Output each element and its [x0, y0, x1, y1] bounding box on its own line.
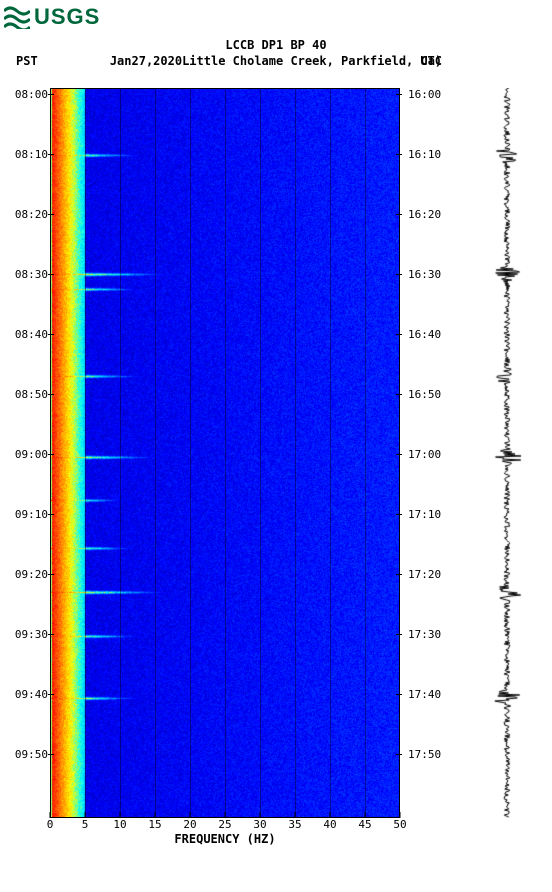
y-left-tick-label: 08:10 [0, 148, 52, 161]
x-tick-label: 50 [393, 818, 406, 831]
usgs-logo-text: USGS [34, 4, 100, 30]
gridline [225, 88, 226, 818]
usgs-wave-icon [4, 5, 30, 29]
y-left-tick-label: 09:40 [0, 688, 52, 701]
y-right-tick-label: 16:10 [402, 148, 456, 161]
y-right-tick-label: 16:20 [402, 208, 456, 221]
x-tick-label: 45 [358, 818, 371, 831]
x-tick-label: 5 [82, 818, 89, 831]
gridline [260, 88, 261, 818]
gridline [120, 88, 121, 818]
gridline [155, 88, 156, 818]
seismogram-panel [470, 88, 544, 818]
date-location-label: Jan27,2020Little Cholame Creek, Parkfiel… [0, 54, 552, 68]
y-left-tick-label: 08:40 [0, 328, 52, 341]
page: USGS LCCB DP1 BP 40 PST Jan27,2020Little… [0, 0, 552, 892]
y-left-tick-label: 09:20 [0, 568, 52, 581]
chart-title: LCCB DP1 BP 40 [0, 38, 552, 52]
y-left-tick-label: 08:20 [0, 208, 52, 221]
y-left-tick-label: 09:00 [0, 448, 52, 461]
y-left-tick-label: 08:30 [0, 268, 52, 281]
right-timezone-label: UTC [420, 54, 442, 68]
y-right-tick-label: 17:40 [402, 688, 456, 701]
gridline [330, 88, 331, 818]
y-axis-right: 16:0016:1016:2016:3016:4016:5017:0017:10… [402, 88, 450, 818]
y-right-tick-label: 17:10 [402, 508, 456, 521]
x-tick-label: 0 [47, 818, 54, 831]
y-left-tick-label: 09:30 [0, 628, 52, 641]
y-left-tick-label: 09:50 [0, 748, 52, 761]
gridline [295, 88, 296, 818]
y-right-tick-label: 17:20 [402, 568, 456, 581]
y-right-tick-label: 16:50 [402, 388, 456, 401]
y-right-tick-label: 17:00 [402, 448, 456, 461]
gridline [365, 88, 366, 818]
x-tick-label: 30 [253, 818, 266, 831]
y-left-tick-label: 08:50 [0, 388, 52, 401]
gridline [190, 88, 191, 818]
y-right-tick-label: 16:30 [402, 268, 456, 281]
x-tick-label: 20 [183, 818, 196, 831]
x-tick-label: 25 [218, 818, 231, 831]
x-tick-label: 35 [288, 818, 301, 831]
gridline [85, 88, 86, 818]
usgs-logo: USGS [4, 4, 100, 30]
y-left-tick-label: 09:10 [0, 508, 52, 521]
x-tick-label: 15 [148, 818, 161, 831]
x-tick-label: 10 [113, 818, 126, 831]
x-tick-label: 40 [323, 818, 336, 831]
y-axis-left: 08:0008:1008:2008:3008:4008:5009:0009:10… [0, 88, 48, 818]
y-right-tick-label: 16:00 [402, 88, 456, 101]
y-right-tick-label: 16:40 [402, 328, 456, 341]
y-left-tick-label: 08:00 [0, 88, 52, 101]
y-right-tick-label: 17:50 [402, 748, 456, 761]
spectrogram-plot [50, 88, 400, 818]
y-right-tick-label: 17:30 [402, 628, 456, 641]
seismogram-canvas [470, 88, 544, 818]
x-axis-label: FREQUENCY (HZ) [50, 832, 400, 846]
